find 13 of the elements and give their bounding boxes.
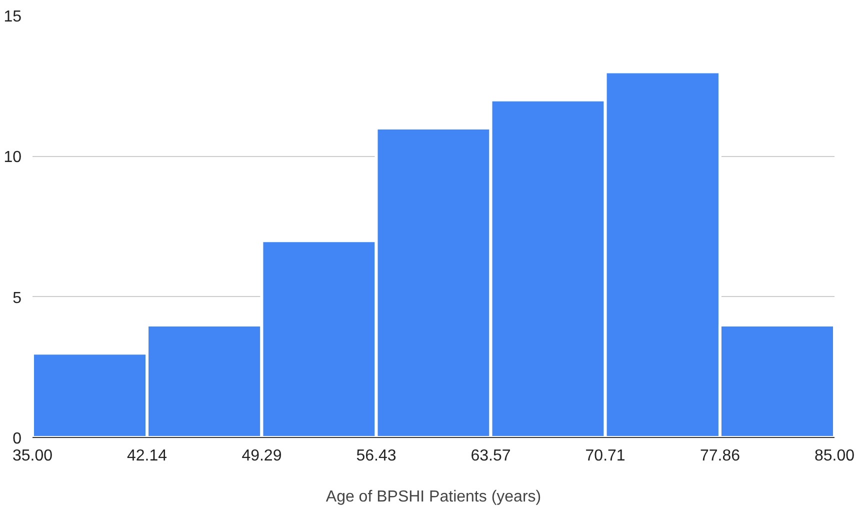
x-tick-label: 42.14 — [127, 448, 168, 464]
y-tick-label: 5 — [12, 290, 22, 307]
x-tick-label: 56.43 — [356, 448, 396, 464]
x-tick-label: 35.00 — [12, 448, 53, 464]
x-tick-label: 63.57 — [470, 448, 511, 464]
y-tick-label: 10 — [4, 149, 22, 166]
x-tick-label: 77.86 — [700, 448, 740, 464]
y-tick-label: 0 — [12, 430, 22, 448]
x-tick-label: 85.00 — [814, 448, 855, 464]
x-axis-title: Age of BPSHI Patients (years) — [326, 488, 542, 506]
y-tick-label: 15 — [4, 8, 22, 26]
x-tick-label: 49.29 — [242, 448, 282, 464]
x-tick-label: 70.71 — [585, 448, 626, 464]
